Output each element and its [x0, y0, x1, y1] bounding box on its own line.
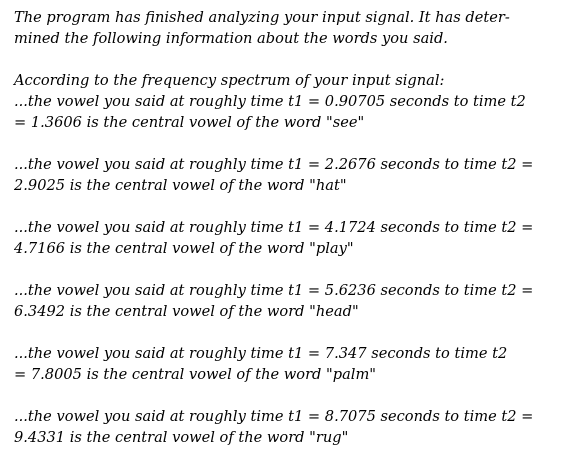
result-line: ...the vowel you said at roughly time t1… [14, 345, 508, 362]
result-line: ...the vowel you said at roughly time t1… [14, 282, 534, 299]
intro-line: The program has finished analyzing your … [14, 9, 510, 26]
result-entry: ...the vowel you said at roughly time t1… [14, 280, 574, 322]
result-line: 6.3492 is the central vowel of the word … [14, 303, 359, 320]
intro-paragraph: The program has finished analyzing your … [14, 7, 574, 49]
result-entry: ...the vowel you said at roughly time t1… [14, 343, 574, 385]
section-heading: According to the frequency spectrum of y… [14, 72, 445, 89]
result-line: 9.4331 is the central vowel of the word … [14, 429, 349, 446]
result-line: 4.7166 is the central vowel of the word … [14, 240, 354, 257]
result-line: ...the vowel you said at roughly time t1… [14, 408, 534, 425]
result-line: = 7.8005 is the central vowel of the wor… [14, 366, 377, 383]
result-entry: ...the vowel you said at roughly time t1… [14, 217, 574, 259]
result-entry: ...the vowel you said at roughly time t1… [14, 154, 574, 196]
result-line: ...the vowel you said at roughly time t1… [14, 93, 526, 110]
document-body: The program has finished analyzing your … [14, 7, 574, 448]
result-line: ...the vowel you said at roughly time t1… [14, 156, 534, 173]
result-entry: ...the vowel you said at roughly time t1… [14, 406, 574, 448]
results-list: ...the vowel you said at roughly time t1… [14, 91, 574, 448]
result-line: ...the vowel you said at roughly time t1… [14, 219, 534, 236]
result-entry: ...the vowel you said at roughly time t1… [14, 91, 574, 133]
result-line: = 1.3606 is the central vowel of the wor… [14, 114, 365, 131]
result-line: 2.9025 is the central vowel of the word … [14, 177, 347, 194]
intro-line: mined the following information about th… [14, 30, 448, 47]
